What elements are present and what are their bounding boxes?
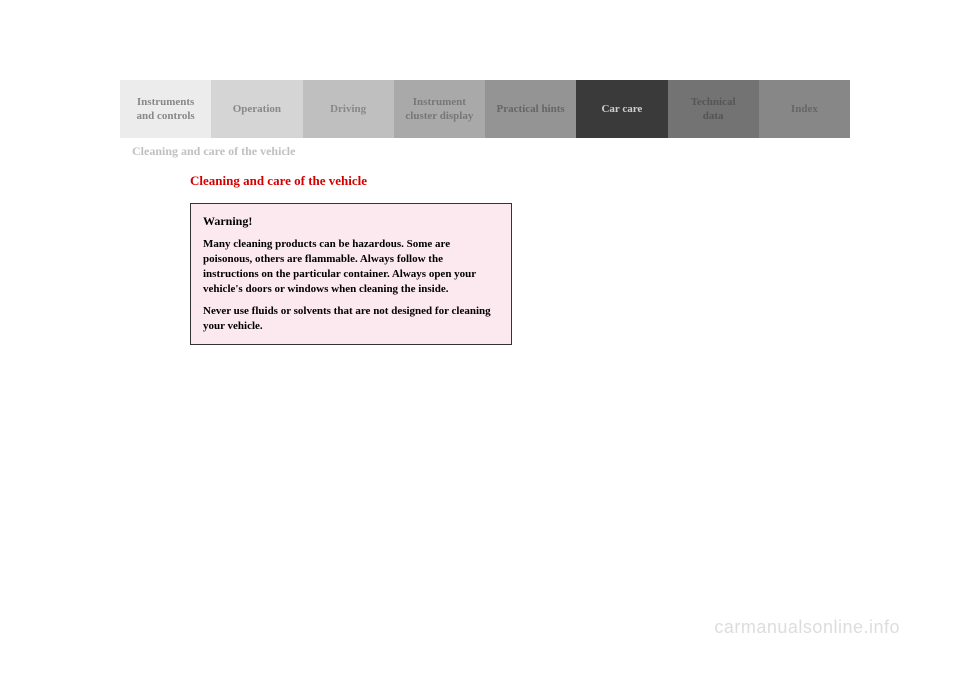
page-container: 328 Instrumentsand controlsOperationDriv…: [0, 0, 960, 385]
tab-6[interactable]: Technicaldata: [668, 80, 759, 138]
nav-tabs: Instrumentsand controlsOperationDrivingI…: [120, 80, 850, 138]
section-label: Cleaning and care of the vehicle: [132, 144, 840, 159]
warning-box: Warning! Many cleaning products can be h…: [190, 203, 512, 345]
warning-paragraph-2: Never use fluids or solvents that are no…: [203, 304, 499, 334]
tab-1[interactable]: Operation: [211, 80, 302, 138]
warning-paragraph-1: Many cleaning products can be hazardous.…: [203, 237, 499, 296]
section-title: Cleaning and care of the vehicle: [190, 173, 840, 189]
warning-heading: Warning!: [203, 214, 499, 229]
tab-4[interactable]: Practical hints: [485, 80, 576, 138]
tab-5[interactable]: Car care: [576, 80, 667, 138]
tab-2[interactable]: Driving: [303, 80, 394, 138]
tab-7[interactable]: Index: [759, 80, 850, 138]
tab-0[interactable]: Instrumentsand controls: [120, 80, 211, 138]
tab-3[interactable]: Instrumentcluster display: [394, 80, 485, 138]
page-number: 328: [130, 50, 151, 66]
watermark: carmanualsonline.info: [714, 617, 900, 638]
content-area: Cleaning and care of the vehicle Warning…: [190, 173, 840, 345]
